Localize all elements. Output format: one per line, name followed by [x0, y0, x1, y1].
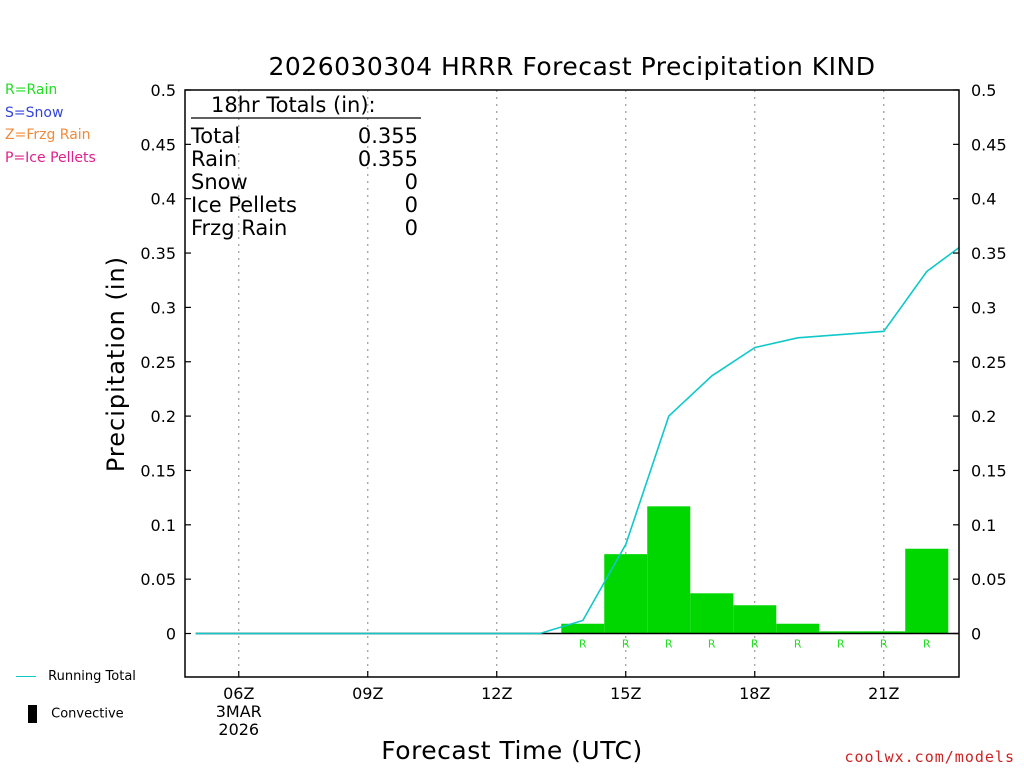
y-tick-label: 0.15	[971, 461, 1007, 480]
y-tick-label: 0.2	[971, 407, 996, 426]
running-total-series	[195, 246, 960, 635]
y-tick-label: 0.4	[971, 190, 996, 209]
totals-label: Rain	[191, 147, 237, 171]
precip-type-mark: R	[923, 638, 931, 651]
precip-legend-item: S=Snow	[5, 104, 64, 121]
totals-value: 0.355	[358, 124, 418, 148]
y-tick-label: 0.1	[971, 516, 996, 535]
x-tick-sublabel: 3MAR	[216, 702, 262, 721]
rain-bar	[862, 631, 906, 634]
y-axis-left: 0 0.05 0.1 0.15 0.2 0.25 0.3 0.35 0.4 0.45 0.5	[140, 81, 191, 644]
y-tick-label: 0.45	[971, 135, 1007, 154]
totals-value: 0	[405, 216, 418, 240]
y-axis-right: 0 0.05 0.1 0.15 0.2 0.25 0.3 0.35 0.4 0.45 0.5	[953, 81, 1007, 644]
totals-box: 18hr Totals (in): Total 0.355 Rain 0.355 Sno…	[190, 93, 421, 240]
rain-bar	[561, 623, 605, 634]
totals-value: 0	[405, 170, 418, 194]
y-tick-label: 0.35	[971, 244, 1007, 263]
chart-title: 2026030304 HRRR Forecast Precipitation K…	[268, 52, 875, 81]
convective-key: Convective	[18, 705, 124, 723]
plot-frame	[184, 89, 960, 678]
precip-type-mark: R	[837, 638, 845, 651]
rain-bar	[733, 605, 777, 634]
precip-type-mark: R	[708, 638, 716, 651]
y-tick-label: 0.25	[140, 353, 176, 372]
totals-value: 0.355	[358, 147, 418, 171]
y-tick-label: 0.5	[151, 81, 176, 100]
convective-swatch	[28, 705, 37, 723]
rain-bar	[604, 554, 648, 634]
y-tick-label: 0.25	[971, 353, 1007, 372]
y-tick-label: 0.3	[971, 298, 996, 317]
totals-label: Frzg Rain	[191, 216, 287, 240]
y-tick-label: 0.15	[140, 461, 176, 480]
running-total-key: Running Total	[16, 669, 136, 684]
running-total-key-label: Running Total	[48, 669, 136, 684]
y-axis-label: Precipitation (in)	[102, 256, 130, 472]
grid-lines	[238, 90, 885, 677]
precip-type-mark: R	[665, 638, 673, 651]
totals-label: Snow	[191, 170, 248, 194]
convective-key-label: Convective	[51, 706, 124, 722]
rain-bar	[905, 548, 949, 634]
y-tick-label: 0.4	[151, 190, 176, 209]
y-tick-label: 0	[166, 625, 176, 644]
precip-type-mark: R	[794, 638, 802, 651]
y-tick-label: 0.2	[151, 407, 176, 426]
y-tick-label: 0.05	[971, 570, 1007, 589]
totals-value: 0	[405, 193, 418, 217]
precip-type-mark: R	[880, 638, 888, 651]
precip-legend-item: R=Rain	[5, 82, 58, 98]
running-total-line	[195, 246, 960, 635]
totals-label: Total	[190, 124, 240, 148]
y-tick-label: 0.45	[140, 135, 176, 154]
rain-bar	[690, 593, 734, 634]
x-tick-label: 15Z	[610, 684, 641, 703]
totals-header: 18hr Totals (in):	[211, 93, 376, 117]
x-tick-label: 12Z	[481, 684, 512, 703]
y-tick-label: 0.1	[151, 516, 176, 535]
x-tick-label: 21Z	[868, 684, 899, 703]
rain-bar	[647, 506, 691, 634]
precip-legend-item: Z=Frzg Rain	[5, 127, 91, 143]
precip-type-mark: R	[622, 638, 630, 651]
x-axis-label: Forecast Time (UTC)	[381, 736, 642, 765]
precip-type-mark: R	[579, 638, 587, 651]
y-tick-label: 0.05	[140, 570, 176, 589]
x-tick-label: 09Z	[352, 684, 383, 703]
x-tick-label: 18Z	[739, 684, 770, 703]
credit-text: coolwx.com/models	[844, 748, 1015, 766]
x-tick-sublabel: 2026	[218, 720, 259, 739]
totals-rows: Total 0.355 Rain 0.355 Snow 0 Ice Pellets 0 Frzg…	[190, 124, 418, 240]
rain-bar	[819, 631, 863, 634]
precip-type-mark: R	[751, 638, 759, 651]
y-tick-label: 0.3	[151, 298, 176, 317]
y-tick-label: 0.35	[140, 244, 176, 263]
totals-label: Ice Pellets	[191, 193, 297, 217]
y-tick-label: 0.5	[971, 81, 996, 100]
rain-bar	[776, 623, 820, 634]
x-tick-label: 06Z	[223, 684, 254, 703]
running-total-swatch	[16, 676, 36, 677]
y-tick-label: 0	[971, 625, 981, 644]
bar-series	[561, 506, 949, 634]
precip-legend-item: P=Ice Pellets	[5, 149, 96, 166]
